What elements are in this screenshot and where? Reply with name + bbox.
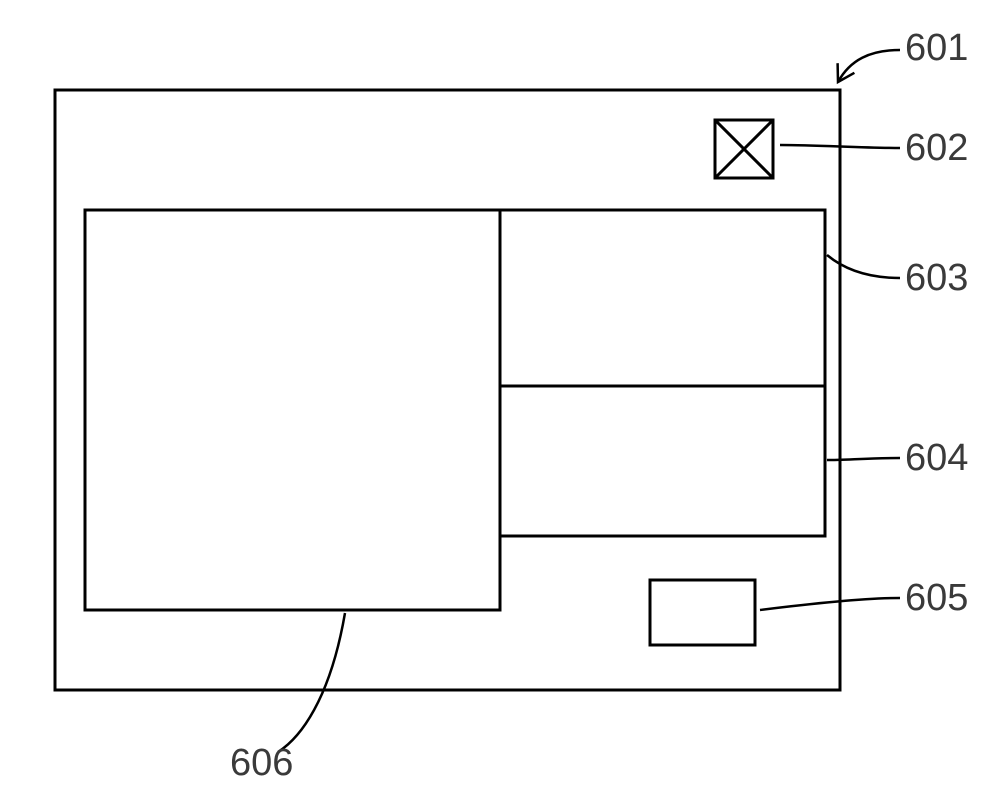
lead-603 [827, 255, 900, 278]
outer-frame [55, 90, 840, 690]
label-604: 604 [905, 437, 968, 479]
label-602: 602 [905, 127, 968, 169]
right-lower-panel [500, 386, 825, 536]
label-603: 603 [905, 257, 968, 299]
label-606: 606 [230, 742, 293, 784]
diagram-canvas: 601 602 603 604 605 606 [0, 0, 1000, 796]
lead-606 [278, 613, 345, 752]
lead-605 [760, 598, 900, 610]
label-601: 601 [905, 27, 968, 69]
lead-602 [780, 145, 900, 148]
right-upper-panel [500, 210, 825, 386]
small-box [650, 580, 755, 645]
label-605: 605 [905, 577, 968, 619]
close-box-group [715, 120, 773, 178]
lead-604 [827, 458, 900, 460]
left-panel [85, 210, 500, 610]
